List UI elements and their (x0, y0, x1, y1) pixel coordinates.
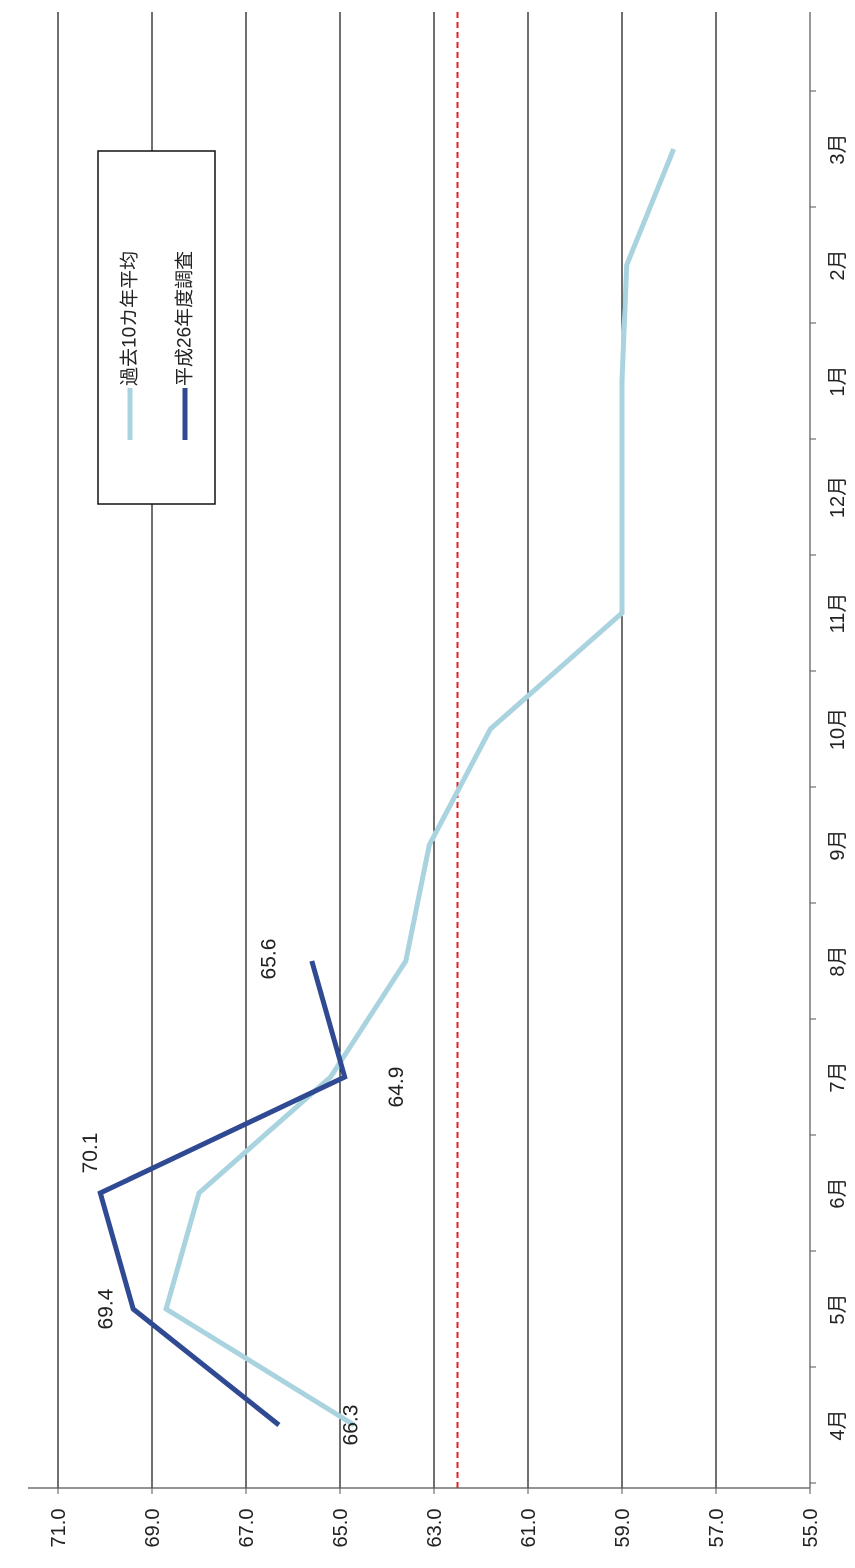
series-line-10yr-average (163, 148, 677, 1428)
value-tick-label: 55.0 (800, 1509, 822, 1548)
category-tick-label: 5月 (827, 1293, 849, 1324)
value-tick-label: 61.0 (518, 1509, 540, 1548)
value-tick-label: 65.0 (330, 1509, 352, 1548)
series-line-h26-survey (97, 960, 348, 1427)
category-tick-label: 4月 (827, 1409, 849, 1440)
legend-label: 平成26年度調査 (174, 251, 196, 386)
category-tick-label: 8月 (827, 945, 849, 976)
data-labels: 66.3 69.4 70.1 64.9 65.6 (79, 939, 408, 1446)
category-tick-label: 6月 (827, 1177, 849, 1208)
value-tick-label: 69.0 (142, 1509, 164, 1548)
data-label: 70.1 (79, 1133, 102, 1174)
category-tick-label: 9月 (827, 829, 849, 860)
value-tick-label: 63.0 (424, 1509, 446, 1548)
data-label: 66.3 (339, 1405, 362, 1446)
legend-label: 過去10カ年平均 (119, 251, 141, 386)
value-tick-label: 57.0 (706, 1509, 728, 1548)
data-label: 65.6 (257, 939, 280, 980)
category-tick-label: 2月 (827, 249, 849, 280)
data-label: 69.4 (95, 1288, 118, 1329)
axes: 55.0 57.0 59.0 61.0 63.0 65.0 67.0 69.0 71.0 4月 5月… (28, 12, 849, 1547)
category-tick-label: 3月 (827, 133, 849, 164)
category-tick-label: 11月 (827, 593, 849, 634)
legend-box (97, 150, 216, 505)
category-tick-label: 7月 (827, 1061, 849, 1092)
value-tick-label: 71.0 (48, 1509, 70, 1548)
legend: 過去10カ年平均 平成26年度調査 (97, 150, 216, 505)
category-tick-label: 1月 (827, 365, 849, 396)
series-lines (97, 148, 677, 1428)
category-tick-label: 12月 (827, 476, 849, 518)
value-tick-label: 59.0 (612, 1509, 634, 1548)
category-tick-label: 10月 (827, 708, 849, 750)
data-label: 64.9 (385, 1067, 408, 1108)
value-tick-label: 67.0 (236, 1509, 258, 1548)
